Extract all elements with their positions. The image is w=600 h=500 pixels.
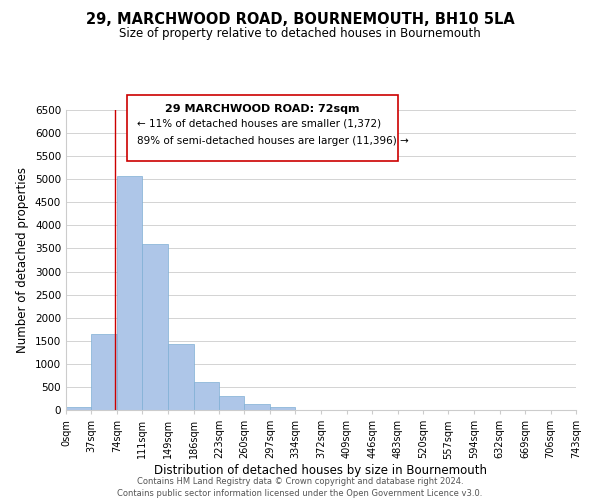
Bar	[244, 404, 270, 410]
Text: Size of property relative to detached houses in Bournemouth: Size of property relative to detached ho…	[119, 28, 481, 40]
Y-axis label: Number of detached properties: Number of detached properties	[16, 167, 29, 353]
Text: 89% of semi-detached houses are larger (11,396) →: 89% of semi-detached houses are larger (…	[137, 136, 409, 145]
Bar	[219, 396, 244, 410]
FancyBboxPatch shape	[127, 95, 398, 161]
Bar	[168, 344, 194, 410]
Bar	[117, 176, 142, 410]
Text: 29, MARCHWOOD ROAD, BOURNEMOUTH, BH10 5LA: 29, MARCHWOOD ROAD, BOURNEMOUTH, BH10 5L…	[86, 12, 514, 28]
Bar	[270, 407, 295, 410]
Text: ← 11% of detached houses are smaller (1,372): ← 11% of detached houses are smaller (1,…	[137, 119, 382, 129]
Bar	[142, 244, 168, 410]
Text: Contains HM Land Registry data © Crown copyright and database right 2024.
Contai: Contains HM Land Registry data © Crown c…	[118, 476, 482, 498]
Bar	[66, 407, 91, 410]
X-axis label: Distribution of detached houses by size in Bournemouth: Distribution of detached houses by size …	[155, 464, 487, 477]
Bar	[194, 382, 219, 410]
Bar	[91, 334, 117, 410]
Text: 29 MARCHWOOD ROAD: 72sqm: 29 MARCHWOOD ROAD: 72sqm	[165, 104, 359, 114]
